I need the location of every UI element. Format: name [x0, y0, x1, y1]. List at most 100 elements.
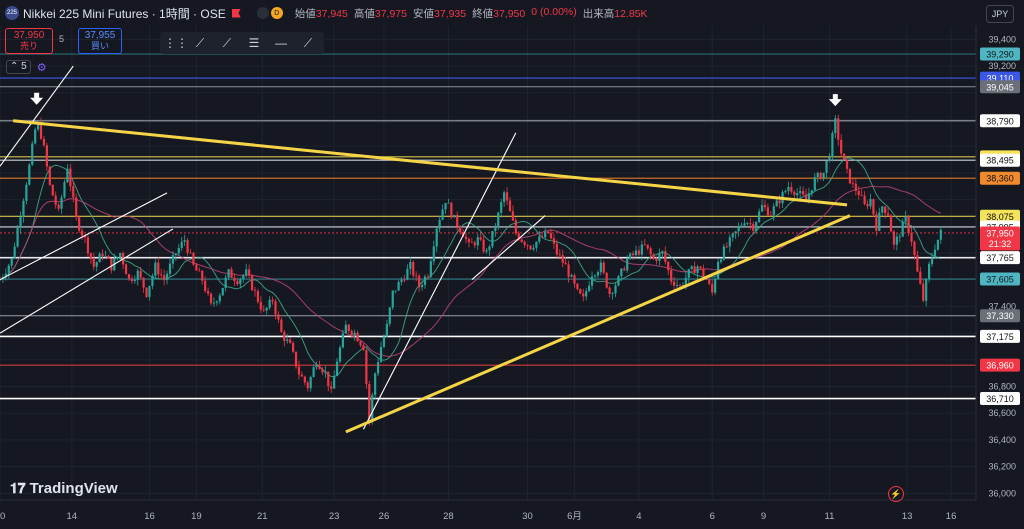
time-axis-bg — [0, 500, 976, 529]
low-value: 37,935 — [433, 7, 467, 20]
candle-body — [837, 118, 840, 140]
candle-body — [866, 203, 869, 207]
candle-body — [933, 249, 937, 258]
candle-body — [488, 246, 491, 251]
candle-body — [793, 191, 796, 196]
candle-body — [758, 211, 761, 222]
candle-body — [268, 299, 271, 308]
level-label: 36,710 — [986, 394, 1014, 404]
candle-body — [520, 239, 523, 243]
candle-body — [722, 246, 726, 260]
candle-body — [614, 285, 617, 294]
candle-body — [734, 231, 737, 234]
candle-body — [86, 237, 90, 254]
collapse-indicators-button[interactable]: ⌃ 5 — [6, 60, 31, 74]
candle-body — [204, 280, 207, 292]
candle-body — [183, 240, 186, 242]
candle-body — [467, 239, 471, 243]
candle-body — [116, 257, 119, 259]
x-tick-label: 4 — [636, 511, 641, 522]
candle-body — [485, 250, 488, 252]
candle-body — [634, 250, 638, 256]
currency-selector[interactable]: JPY — [986, 5, 1014, 23]
low-key: 安値 — [412, 7, 434, 20]
session-pill[interactable]: D — [256, 7, 283, 19]
candle-body — [895, 236, 898, 245]
candle-body — [192, 252, 195, 265]
gear-icon[interactable]: ⚙ — [36, 61, 47, 74]
candle-body — [262, 309, 265, 311]
y-tick-label: 39,200 — [988, 61, 1016, 71]
candle-body — [382, 336, 386, 347]
level-label-bg — [980, 251, 1020, 265]
candle-body — [374, 373, 377, 395]
candle-body — [195, 264, 198, 271]
symbol-title[interactable]: Nikkei 225 Mini Futures · 1時間 · OSE — [23, 6, 226, 21]
candle-body — [928, 263, 931, 280]
horizontal-ray-tool-icon[interactable]: — — [275, 36, 287, 50]
candle-body — [57, 204, 60, 209]
candle-body — [784, 191, 787, 193]
candle-body — [825, 161, 828, 173]
candle-body — [684, 277, 687, 285]
candle-body — [517, 233, 520, 240]
candle-body — [259, 301, 262, 310]
candle-body — [831, 133, 834, 158]
candle-body — [544, 231, 547, 238]
level-label-bg — [980, 272, 1020, 286]
symbol-logo-icon[interactable]: 225 — [5, 6, 19, 20]
extended-line-tool-icon[interactable]: ⟋ — [222, 36, 232, 50]
y-tick-label: 39,400 — [988, 34, 1016, 44]
candle-body — [813, 177, 816, 191]
candle-body — [371, 394, 374, 421]
candle-body — [286, 339, 289, 341]
x-tick-label: 6 — [710, 511, 715, 522]
level-label-bg — [980, 114, 1020, 128]
buy-button[interactable]: 37,955 買い — [78, 28, 122, 54]
tradingview-logo[interactable]: 𝟏𝟕 TradingView — [10, 480, 118, 497]
level-label-bg — [980, 329, 1020, 343]
y-tick-label: 36,400 — [988, 435, 1016, 445]
candle-body — [409, 261, 412, 269]
candle-body — [904, 216, 907, 222]
bolt-icon[interactable]: ⚡ — [888, 486, 904, 502]
candle-body — [48, 166, 51, 185]
sell-button[interactable]: 37,950 売り — [5, 28, 53, 54]
candle-body — [309, 376, 312, 389]
candle-body — [881, 206, 884, 213]
level-label-bg — [980, 392, 1020, 406]
candle-body — [939, 229, 942, 240]
trendline-tool-icon[interactable]: ⟋ — [195, 36, 205, 50]
candle-body — [898, 236, 901, 238]
candle-body — [889, 215, 893, 232]
level-label: 39,110 — [987, 74, 1014, 84]
candle-body — [385, 323, 388, 337]
drag-handle-icon[interactable]: ⋮⋮ — [164, 36, 188, 50]
close-key: 終値 — [472, 7, 494, 20]
volume-value: 12.85K — [614, 7, 648, 20]
candle-body — [857, 190, 860, 196]
level-label-bg — [980, 309, 1020, 323]
candle-body — [209, 293, 213, 304]
candle-body — [356, 332, 359, 342]
x-tick-label: 19 — [191, 511, 202, 522]
candle-body — [760, 204, 764, 212]
horizontal-lines-tool-icon[interactable]: ☰ — [248, 36, 260, 50]
candle-body — [714, 278, 717, 293]
candle-body — [532, 247, 535, 250]
candle-body — [139, 270, 142, 278]
candle-body — [312, 367, 315, 377]
candle-body — [799, 191, 802, 194]
candle-body — [423, 276, 427, 285]
flag-icon[interactable] — [231, 8, 241, 18]
ohlc-values: 始値37,945 高値37,975 安値37,935 終値37,950 0 (0… — [295, 6, 648, 21]
moving-averages — [0, 157, 942, 378]
ray-tool-icon[interactable]: ⟋ — [303, 36, 313, 50]
candle-body — [157, 262, 160, 275]
white-trendline — [0, 228, 174, 334]
level-label: 38,495 — [986, 156, 1014, 166]
candle-body — [596, 272, 600, 276]
candle-body — [476, 237, 479, 246]
candle-body — [854, 183, 857, 191]
